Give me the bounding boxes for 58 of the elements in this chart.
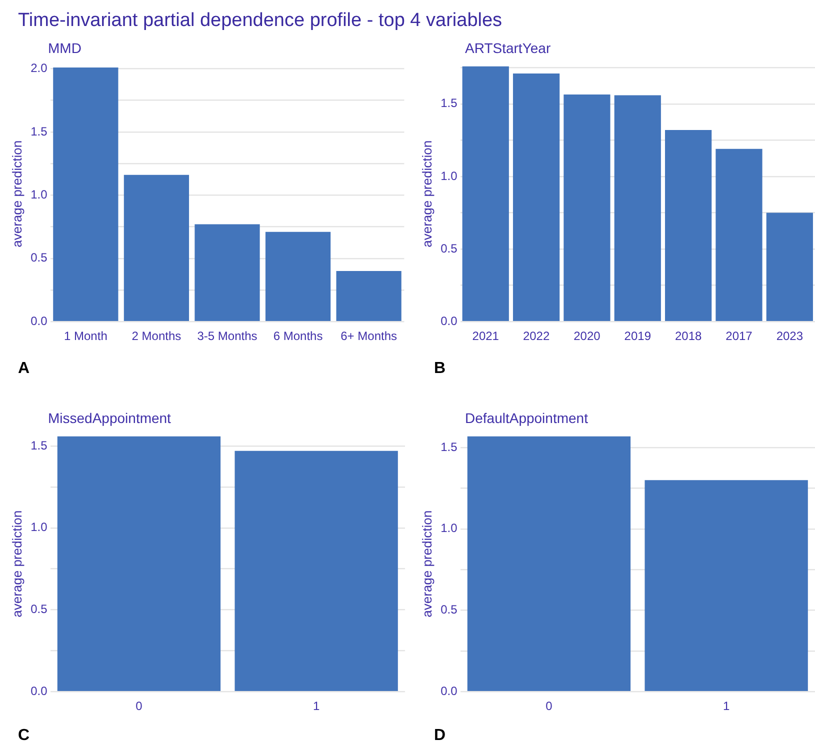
- y-tick-label: 0.0: [30, 314, 48, 328]
- bar: [53, 67, 118, 321]
- y-tick-label: 1.0: [30, 187, 48, 202]
- bar: [336, 271, 402, 321]
- chart-title: Time-invariant partial dependence profile - top 4 variables: [18, 10, 502, 32]
- chart-subtitle: ARTStartYear: [465, 40, 551, 56]
- y-axis-title: average prediction: [9, 140, 24, 248]
- x-tick-label: 1 Month: [64, 329, 108, 344]
- y-tick-label: 1.0: [440, 168, 458, 183]
- chart-subtitle: DefaultAppointment: [465, 410, 588, 426]
- x-tick-label: 2020: [574, 329, 601, 344]
- text: D: [434, 727, 446, 742]
- bar: [564, 94, 610, 321]
- x-tick-label: 0: [136, 699, 143, 714]
- bar: [462, 66, 509, 321]
- x-tick-label: 6 Months: [273, 329, 323, 344]
- text: B: [434, 360, 446, 378]
- y-tick-label: 2.0: [30, 61, 48, 76]
- y-tick-label: 0.0: [440, 684, 458, 698]
- bar: [716, 148, 762, 321]
- y-axis-title: average prediction: [419, 510, 434, 618]
- x-tick-label: 1: [722, 699, 730, 714]
- bar: [614, 95, 661, 321]
- y-tick-label: 0.5: [440, 602, 458, 617]
- y-tick-label: 1.5: [440, 96, 458, 110]
- bar: [124, 174, 190, 321]
- x-tick-label: 2022: [522, 329, 550, 344]
- bar: [665, 130, 712, 321]
- x-tick-label: 3-5 Months: [197, 329, 258, 344]
- y-tick-label: 0.0: [440, 314, 458, 328]
- y-axis-title: average prediction: [9, 510, 24, 618]
- x-tick-label: 2018: [674, 329, 702, 344]
- x-tick-label: 6+ Months: [340, 329, 398, 344]
- x-tick-label: 0: [546, 699, 553, 714]
- chart-subtitle: MMD: [48, 40, 82, 56]
- bar: [512, 73, 560, 321]
- x-tick-label: 1: [312, 699, 320, 714]
- y-tick-label: 0.5: [440, 241, 458, 256]
- bar: [194, 224, 260, 321]
- text: C: [18, 727, 30, 742]
- y-tick-label: 1.5: [440, 440, 458, 454]
- bar: [766, 212, 813, 321]
- y-tick-label: 1.0: [440, 521, 458, 536]
- x-tick-label: 2017: [726, 329, 753, 344]
- x-tick-label: 2021: [472, 329, 500, 344]
- bar: [265, 232, 331, 321]
- y-axis-title: average prediction: [419, 140, 434, 248]
- x-tick-label: 2023: [776, 329, 804, 344]
- y-tick-label: 0.5: [30, 602, 48, 616]
- y-tick-label: 1.5: [30, 124, 48, 138]
- text: A: [18, 360, 30, 378]
- y-tick-label: 0.5: [30, 250, 48, 265]
- y-tick-label: 1.0: [30, 520, 48, 534]
- x-tick-label: 2 Months: [132, 329, 182, 344]
- y-tick-label: 1.5: [30, 438, 48, 452]
- y-tick-label: 0.0: [30, 684, 48, 698]
- chart-subtitle: MissedAppointment: [48, 410, 171, 426]
- x-tick-label: 2019: [624, 329, 652, 344]
